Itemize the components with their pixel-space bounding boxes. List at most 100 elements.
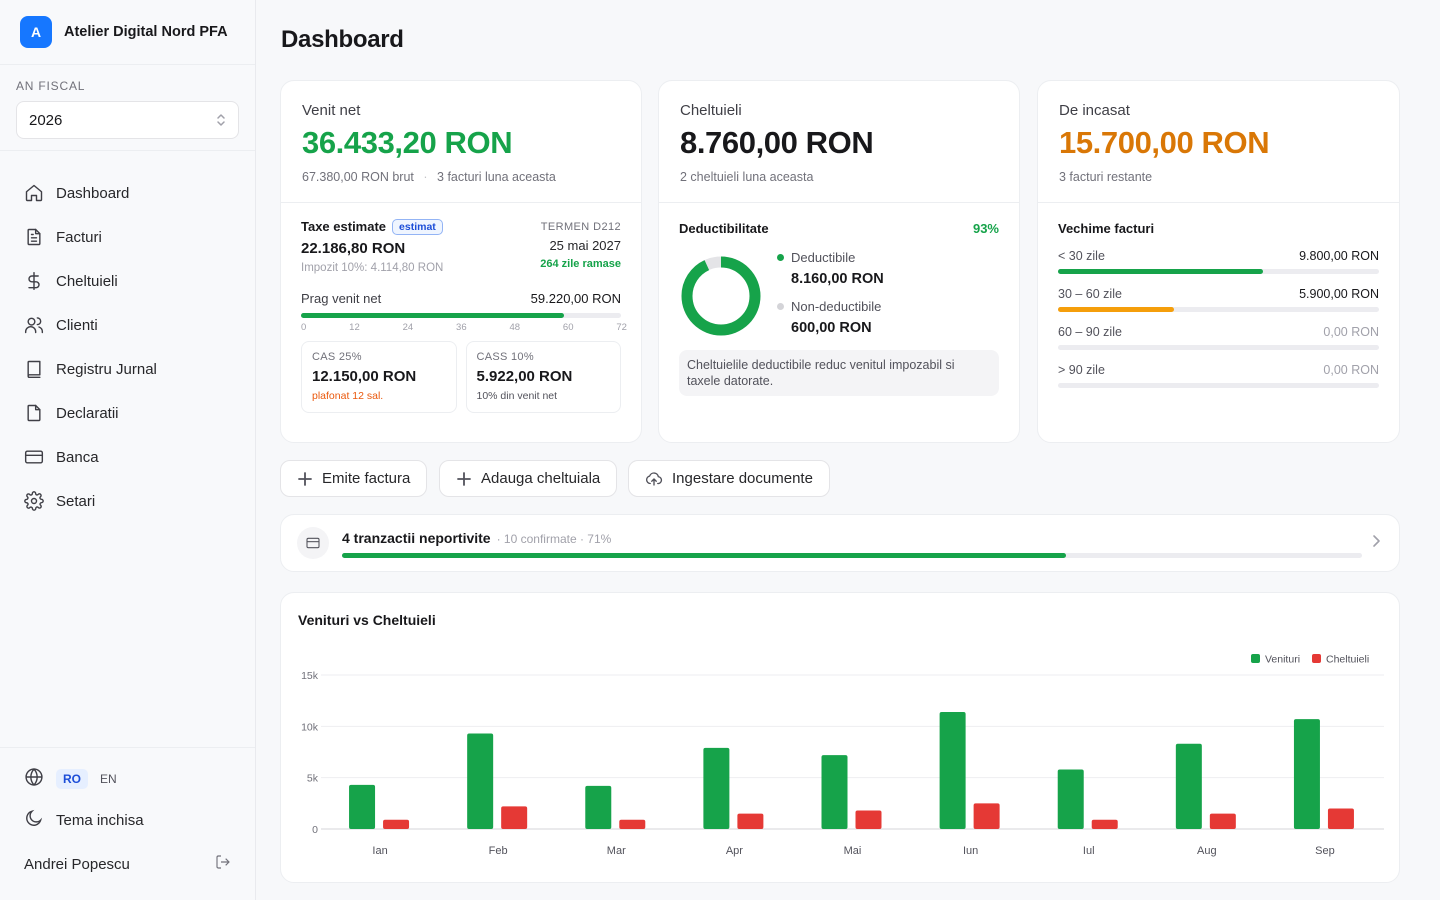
home-icon: [24, 183, 44, 203]
tranzactii-meta: · 10 confirmate · 71%: [496, 532, 612, 546]
aging-bar: [1058, 345, 1379, 350]
deductibile-amount: 8.160,00 RON: [791, 271, 884, 287]
y-tick-label: 15k: [301, 670, 319, 682]
legend-label-venituri: Venituri: [1265, 654, 1300, 666]
brand-name: Atelier Digital Nord PFA: [64, 24, 228, 40]
sidebar-item-facturi[interactable]: Facturi: [0, 215, 255, 259]
prag-tick: 24: [402, 322, 414, 333]
incasat-amount: 15.700,00 RON: [1059, 125, 1270, 160]
prag-tick: 0: [301, 322, 307, 333]
aging-label: 30 – 60 zile: [1058, 287, 1122, 301]
moon-icon: [24, 808, 56, 832]
fiscal-year-section: AN FISCAL 2026: [0, 65, 255, 151]
brand: A Atelier Digital Nord PFA: [0, 0, 255, 65]
deductibilitate-body: Deductibile 8.160,00 RON Non-deductibile…: [659, 246, 1019, 338]
venit-label: Venit net: [302, 102, 361, 119]
legend-swatch-cheltuieli: [1312, 654, 1321, 663]
plus-icon: [298, 471, 312, 486]
aging-value: 0,00 RON: [1323, 363, 1379, 377]
user-name: Andrei Popescu: [24, 855, 130, 873]
aging-label: < 30 zile: [1058, 249, 1105, 263]
bar-cheltuieli-iun: [973, 803, 1000, 829]
cas-note: plafonat 12 sal.: [312, 390, 384, 402]
x-tick-label: Iul: [1083, 845, 1095, 857]
lang-en-button[interactable]: EN: [100, 772, 117, 786]
fiscal-year-value: 2026: [29, 111, 63, 129]
sidebar-item-label: Dashboard: [56, 184, 130, 202]
aging-bar-fill: [1058, 307, 1174, 312]
deductibilitate-note: Cheltuielile deductibile reduc venitul i…: [679, 350, 999, 396]
sidebar-item-setari[interactable]: Setari: [0, 479, 255, 523]
aging-bar: [1058, 383, 1379, 388]
deductibilitate-header: Deductibilitate 93%: [659, 203, 1019, 236]
prag-ticks: 0 12 24 36 48 60 72: [301, 322, 627, 333]
dollar-icon: [24, 271, 44, 291]
bar-venituri-aug: [1175, 743, 1202, 829]
cass-amount: 5.922,00 RON: [476, 368, 573, 385]
x-tick-label: Mar: [607, 845, 626, 857]
termen-date: 25 mai 2027: [549, 238, 621, 253]
sidebar-item-declaratii[interactable]: Declaratii: [0, 391, 255, 435]
tranzactii-progress-fill: [342, 553, 1067, 558]
aging-bar: [1058, 269, 1379, 274]
cheltuieli-amount: 8.760,00 RON: [680, 125, 874, 160]
cas-label: CAS 25%: [312, 351, 362, 363]
prag-header: Prag venit net 59.220,00 RON: [301, 291, 621, 306]
prag-label: Prag venit net: [301, 291, 382, 306]
tranzactii-neportivite-row[interactable]: 4 tranzactii neportivite · 10 confirmate …: [280, 514, 1400, 572]
deductibilitate-donut: [681, 256, 761, 336]
cloud-upload-icon: [645, 471, 663, 486]
sidebar-item-label: Registru Jurnal: [56, 360, 157, 378]
termen-days: 264 zile ramase: [540, 258, 621, 270]
brand-logo: A: [20, 16, 52, 48]
language-switcher: RO EN: [24, 748, 231, 810]
tranzactii-title: 4 tranzactii neportivite · 10 confirmate …: [342, 530, 611, 546]
cas-amount: 12.150,00 RON: [312, 368, 417, 385]
gear-icon: [24, 491, 44, 511]
non-deductibile-label: Non-deductibile: [791, 299, 882, 314]
adauga-cheltuiala-button[interactable]: Adauga cheltuiala: [439, 460, 618, 497]
sidebar-item-clienti[interactable]: Clienti: [0, 303, 255, 347]
file-icon: [24, 403, 44, 423]
venituri-cheltuieli-chart-card: Venituri vs Cheltuieli 0 5k 10k 15k Ian Feb Ma…: [280, 592, 1400, 883]
lang-ro-button[interactable]: RO: [56, 769, 88, 789]
dark-theme-toggle[interactable]: Tema inchisa: [24, 808, 231, 832]
x-tick-label: Apr: [726, 845, 743, 857]
y-tick-label: 5k: [307, 773, 319, 785]
tranzactii-count: 4 tranzactii neportivite: [342, 530, 491, 546]
deductibile-label: Deductibile: [791, 250, 856, 265]
sidebar-item-label: Declaratii: [56, 404, 119, 422]
bar-cheltuieli-ian: [383, 819, 410, 829]
sidebar-item-registru-jurnal[interactable]: Registru Jurnal: [0, 347, 255, 391]
fiscal-year-select[interactable]: 2026: [16, 101, 239, 139]
emite-factura-button[interactable]: Emite factura: [280, 460, 428, 497]
logout-icon[interactable]: [215, 854, 231, 874]
venit-facturi: 3 facturi luna aceasta: [437, 170, 556, 184]
sidebar-item-label: Banca: [56, 448, 99, 466]
sidebar-item-cheltuieli[interactable]: Cheltuieli: [0, 259, 255, 303]
x-tick-label: Feb: [489, 845, 508, 857]
cass-card: CASS 10% 5.922,00 RON 10% din venit net: [465, 341, 621, 413]
cheltuieli-subtitle: 2 cheltuieli luna aceasta: [680, 170, 814, 184]
adauga-cheltuiala-label: Adauga cheltuiala: [481, 470, 601, 487]
legend-deductibile: Deductibile: [777, 250, 884, 265]
separator-dot: ·: [423, 170, 428, 184]
chevron-up-down-icon: [216, 113, 226, 127]
user-row: Andrei Popescu: [24, 854, 231, 874]
venit-brut: 67.380,00 RON brut: [302, 170, 414, 184]
sidebar-item-banca[interactable]: Banca: [0, 435, 255, 479]
sidebar-item-dashboard[interactable]: Dashboard: [0, 171, 255, 215]
bar-cheltuieli-sep: [1327, 808, 1354, 829]
gray-dot-icon: [777, 303, 784, 310]
bar-cheltuieli-mai: [855, 810, 882, 829]
venit-amount: 36.433,20 RON: [302, 125, 513, 160]
contributions-row: CAS 25% 12.150,00 RON plafonat 12 sal. C…: [281, 341, 641, 413]
page-title: Dashboard: [281, 26, 404, 53]
theme-label: Tema inchisa: [56, 811, 144, 829]
cheltuieli-summary: Cheltuieli 8.760,00 RON 2 cheltuieli lun…: [659, 81, 1019, 203]
ingestare-documente-button[interactable]: Ingestare documente: [628, 460, 830, 497]
x-tick-label: Aug: [1197, 845, 1217, 857]
prag-tick: 48: [509, 322, 521, 333]
cass-note: 10% din venit net: [476, 390, 558, 402]
sidebar-item-label: Cheltuieli: [56, 272, 118, 290]
